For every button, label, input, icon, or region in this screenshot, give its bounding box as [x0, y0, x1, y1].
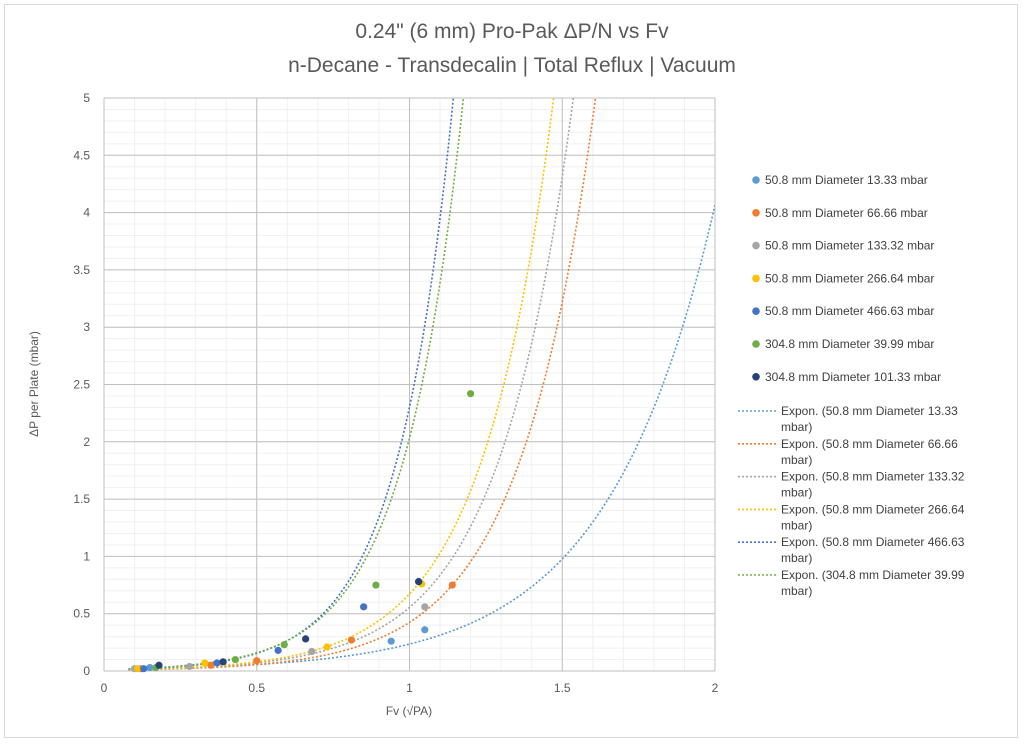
trendlines	[128, 98, 715, 671]
data-point	[308, 647, 316, 656]
legend-trend-label: Expon. (304.8 mm Diameter 39.99 mbar)	[781, 568, 965, 598]
legend-label: 50.8 mm Diameter 66.66 mbar	[765, 206, 928, 220]
tick-labels: 0 0.5 1 1.5 2 0 0.5 1 1.5 2 2.5 3 3.5 4 4.5 5	[73, 91, 718, 695]
y-tick-label: 2.5	[73, 378, 90, 392]
y-tick-label: 2	[83, 435, 90, 449]
data-point	[467, 390, 475, 398]
chart-subtitle: n-Decane - Transdecalin | Total Reflux |…	[288, 54, 736, 77]
data-point	[274, 646, 282, 654]
y-tick-label: 3.5	[73, 263, 90, 277]
major-gridlines	[103, 97, 716, 672]
data-point	[347, 636, 356, 644]
data-point	[415, 578, 423, 586]
data-point	[387, 637, 395, 645]
x-axis-label: Fv (√PA)	[386, 704, 432, 718]
legend-label: 50.8 mm Diameter 266.64 mbar	[765, 271, 934, 285]
data-point	[360, 603, 368, 611]
y-tick-label: 1.5	[73, 492, 90, 506]
data-point	[146, 663, 154, 672]
trendline	[128, 98, 575, 671]
trendline	[128, 98, 455, 670]
y-tick-label: 1	[83, 549, 90, 563]
legend-marker	[752, 373, 760, 381]
legend: 50.8 mm Diameter 13.33 mbar 50.8 mm Diame…	[738, 173, 965, 598]
legend-trend-label: Expon. (50.8 mm Diameter 133.32 mbar)	[781, 470, 965, 500]
data-point	[140, 665, 148, 673]
data-point	[280, 641, 288, 649]
legend-marker	[752, 241, 760, 250]
y-tick-label: 4	[83, 206, 90, 220]
legend-marker	[752, 176, 760, 184]
x-tick-label: 2	[712, 681, 719, 695]
legend-trend-label: Expon. (50.8 mm Diameter 266.64 mbar)	[781, 502, 965, 532]
legend-label: 304.8 mm Diameter 39.99 mbar	[765, 337, 934, 351]
data-point	[302, 635, 310, 643]
legend-marker	[752, 274, 760, 283]
legend-label: 50.8 mm Diameter 13.33 mbar	[765, 173, 928, 187]
legend-trend-label: Expon. (50.8 mm Diameter 66.66 mbar)	[781, 437, 958, 467]
data-point	[134, 665, 142, 673]
chart-frame	[4, 4, 1018, 738]
trendline	[128, 98, 597, 671]
x-tick-label: 0.5	[248, 681, 265, 695]
data-point	[253, 657, 261, 665]
y-tick-label: 3	[83, 320, 90, 334]
chart-title: 0.24" (6 mm) Pro-Pak ΔP/N vs Fv	[355, 20, 669, 43]
x-tick-label: 1	[406, 681, 413, 695]
data-point	[201, 659, 209, 667]
legend-marker	[752, 307, 760, 316]
data-point	[185, 662, 194, 671]
data-point	[448, 581, 456, 589]
trendline	[128, 205, 715, 670]
data-point	[219, 658, 227, 666]
data-point	[207, 661, 215, 669]
legend-trend-label: Expon. (50.8 mm Diameter 13.33 mbar)	[781, 404, 958, 434]
legend-label: 50.8 mm Diameter 466.63 mbar	[765, 304, 934, 318]
data-points	[130, 390, 475, 673]
legend-marker	[752, 340, 760, 348]
data-point	[372, 581, 380, 589]
legend-marker	[752, 209, 760, 217]
y-axis-label: ΔP per Plate (mbar)	[27, 331, 41, 437]
y-tick-label: 0	[83, 664, 90, 678]
data-point	[155, 661, 163, 669]
y-tick-label: 4.5	[73, 148, 90, 162]
data-point	[231, 655, 239, 664]
legend-label: 50.8 mm Diameter 133.32 mbar	[765, 239, 934, 253]
data-point	[213, 659, 221, 667]
trendline	[128, 98, 555, 671]
legend-trend-label: Expon. (50.8 mm Diameter 466.63 mbar)	[781, 535, 965, 565]
x-tick-label: 0	[101, 681, 108, 695]
data-point	[323, 643, 331, 651]
y-tick-label: 5	[83, 91, 90, 105]
trendline	[128, 98, 465, 670]
legend-label: 304.8 mm Diameter 101.33 mbar	[765, 370, 941, 384]
x-tick-label: 1.5	[554, 681, 571, 695]
data-point	[421, 603, 429, 611]
data-point	[421, 626, 429, 634]
y-tick-label: 0.5	[73, 607, 90, 621]
